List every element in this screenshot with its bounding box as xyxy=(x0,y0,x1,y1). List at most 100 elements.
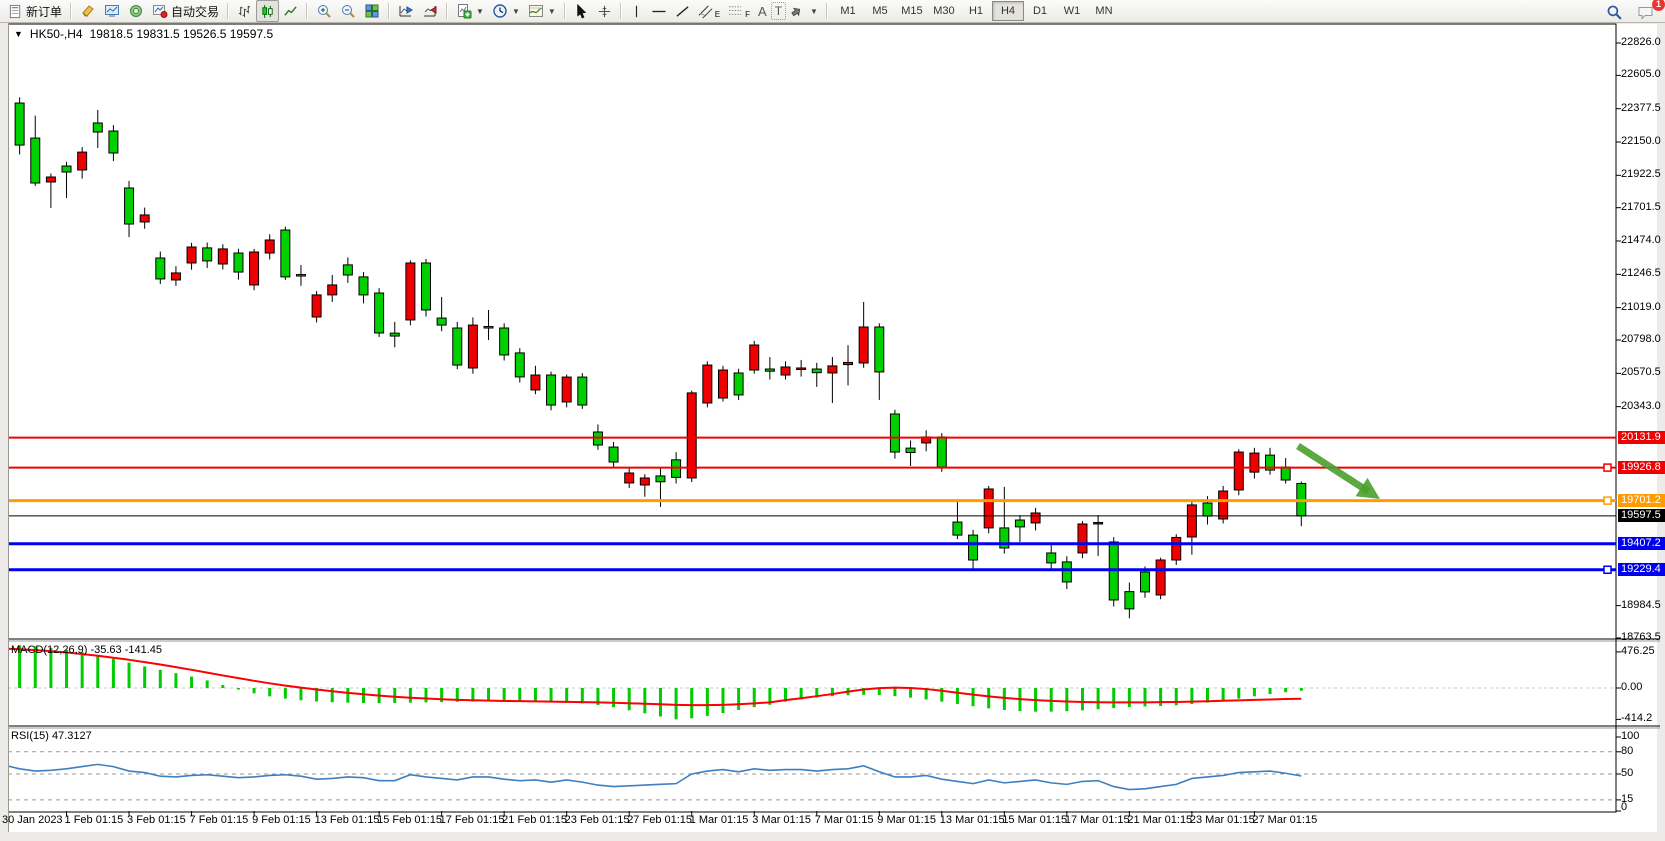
trendline-tool[interactable] xyxy=(671,0,694,22)
indicators-icon xyxy=(458,4,472,19)
separator xyxy=(619,3,622,19)
time-axis-label: 27 Feb 01:15 xyxy=(627,814,693,826)
separator xyxy=(388,3,391,19)
templates-button[interactable]: ▼ xyxy=(524,0,560,22)
rsi-tick-label: 15 xyxy=(1621,792,1634,805)
new-order-label: 新订单 xyxy=(26,4,63,19)
chart-title: ▼ HK50-,H4 19818.5 19831.5 19526.5 19597… xyxy=(14,27,273,41)
new-order-icon xyxy=(9,4,21,18)
line-chart-button[interactable] xyxy=(279,0,302,22)
chevron-down-icon: ▼ xyxy=(476,6,484,16)
crosshair-button[interactable] xyxy=(593,0,616,22)
price-tick-label: 18984.5 xyxy=(1621,598,1661,611)
chevron-down-icon: ▼ xyxy=(810,6,818,16)
chart-shift-icon xyxy=(424,6,437,17)
chat-button[interactable]: 1 xyxy=(1633,0,1665,23)
toolbar: 新订单 自动交易 xyxy=(0,0,1665,23)
timeframe-m30[interactable]: M30 xyxy=(933,5,955,17)
chart-canvas[interactable] xyxy=(0,23,1665,841)
time-axis-label: 21 Mar 01:15 xyxy=(1127,814,1193,826)
bar-chart-button[interactable] xyxy=(233,0,256,22)
price-tick-label: 21019.0 xyxy=(1621,300,1661,313)
chart-shift-button[interactable] xyxy=(418,0,442,22)
price-level-label: 19229.4 xyxy=(1618,562,1665,576)
clock-icon xyxy=(493,4,507,18)
time-axis-label: 23 Feb 01:15 xyxy=(564,814,630,826)
signal-button[interactable] xyxy=(124,0,148,22)
timeframe-m15[interactable]: M15 xyxy=(901,5,923,17)
timeframe-h1[interactable]: H1 xyxy=(968,5,983,17)
timeframe-group: M1 M5 M15 M30 H1 H4 D1 W1 MN xyxy=(832,1,1120,21)
macd-tick-label: 476.25 xyxy=(1621,644,1655,657)
time-axis-label: 3 Feb 01:15 xyxy=(127,814,186,826)
price-tick-label: 20798.0 xyxy=(1621,333,1661,345)
data-window-button[interactable] xyxy=(100,0,124,22)
price-tick-label: 21246.5 xyxy=(1621,267,1661,280)
time-axis-label: 13 Mar 01:15 xyxy=(939,814,1005,826)
label-tool-letter: T xyxy=(774,4,783,18)
separator xyxy=(825,3,828,19)
price-level-label: 19597.5 xyxy=(1618,508,1665,522)
horizontal-line-icon xyxy=(652,10,666,12)
indicators-button[interactable]: ▼ xyxy=(452,0,488,22)
zoom-in-button[interactable] xyxy=(312,0,336,22)
text-tool[interactable]: A xyxy=(754,0,771,22)
timeframe-m1[interactable]: M1 xyxy=(840,5,856,17)
periods-button[interactable]: ▼ xyxy=(488,0,524,22)
timeframe-mn[interactable]: MN xyxy=(1095,5,1113,17)
signal-icon xyxy=(130,5,143,17)
horizontal-line-tool[interactable] xyxy=(647,0,671,22)
chart-ohlc-values: 19818.5 19831.5 19526.5 19597.5 xyxy=(89,27,274,41)
price-level-label: 19701.2 xyxy=(1618,493,1665,507)
timeframe-w1[interactable]: W1 xyxy=(1063,5,1081,17)
time-axis-label: 3 Mar 01:15 xyxy=(752,814,811,826)
timeframe-h4[interactable]: H4 xyxy=(991,1,1024,21)
timeframe-m5[interactable]: M5 xyxy=(872,5,888,17)
rsi-tick-label: 0 xyxy=(1621,801,1628,813)
zoom-out-button[interactable] xyxy=(336,0,360,22)
time-axis-label: 30 Jan 2023 xyxy=(2,814,63,826)
price-tick-label: 22150.0 xyxy=(1621,135,1661,147)
price-tick-label: 21474.0 xyxy=(1621,234,1661,246)
price-tick-label: 20570.5 xyxy=(1621,366,1661,379)
price-level-label: 19407.2 xyxy=(1618,536,1665,550)
new-order-button[interactable]: 新订单 xyxy=(4,0,66,22)
chevron-down-icon: ▼ xyxy=(511,6,520,16)
time-axis-label: 7 Feb 01:15 xyxy=(189,814,249,826)
price-tick-label: 22605.0 xyxy=(1621,68,1661,81)
auto-scroll-button[interactable] xyxy=(394,0,418,22)
fibonacci-icon xyxy=(729,5,742,15)
collapse-triangle-icon[interactable]: ▼ xyxy=(14,29,23,39)
zoom-out-icon xyxy=(342,5,355,18)
gold-tool-icon xyxy=(82,5,94,17)
chart-symbol-period: HK50-,H4 xyxy=(29,27,83,41)
text-label-tool[interactable]: T xyxy=(770,2,787,20)
price-tick-label: 18763.5 xyxy=(1621,630,1661,643)
autotrade-button[interactable]: 自动交易 xyxy=(148,0,223,22)
timeframe-d1[interactable]: D1 xyxy=(1032,5,1047,17)
time-axis-label: 21 Feb 01:15 xyxy=(502,814,567,826)
equidistant-channel-tool[interactable]: E xyxy=(694,0,724,22)
vertical-line-tool[interactable] xyxy=(626,0,647,22)
cursor-button[interactable] xyxy=(570,0,593,22)
candlestick-chart-button[interactable] xyxy=(256,0,280,22)
time-axis-label: 7 Mar 01:15 xyxy=(814,814,874,826)
separator xyxy=(70,3,73,19)
shapes-tool[interactable]: ▼ xyxy=(786,0,822,22)
rsi-tick-label: 80 xyxy=(1621,744,1634,757)
fibonacci-tool[interactable]: F xyxy=(724,0,754,22)
tile-windows-button[interactable] xyxy=(360,0,384,22)
macd-tick-label: -414.2 xyxy=(1621,712,1653,725)
separator xyxy=(446,3,449,19)
time-axis-label: 1 Mar 01:15 xyxy=(689,814,749,826)
separator xyxy=(227,3,230,19)
search-button[interactable] xyxy=(1602,1,1627,23)
chart-background[interactable] xyxy=(8,24,1657,833)
monitor-icon xyxy=(105,5,120,17)
fibo-letter: F xyxy=(745,9,751,19)
macd-label: MACD(12,26,9) -35.63 -141.45 xyxy=(11,644,163,656)
styler-button[interactable] xyxy=(76,0,100,22)
price-tick-label: 22826.0 xyxy=(1621,36,1661,48)
template-icon xyxy=(528,5,543,17)
price-level-label: 19926.8 xyxy=(1618,460,1665,474)
